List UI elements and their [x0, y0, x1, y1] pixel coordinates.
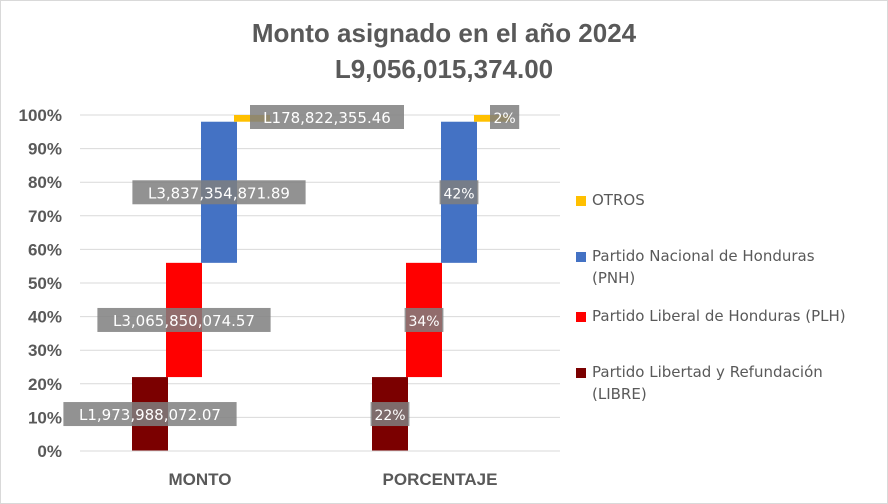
data-label: 42% [443, 186, 474, 202]
y-tick-label: 10% [28, 408, 62, 427]
y-tick-label: 50% [28, 274, 62, 293]
chart-title: Monto asignado en el año 2024 [251, 18, 637, 48]
x-tick-label: MONTO [169, 470, 232, 489]
y-tick-label: 0% [37, 442, 62, 461]
data-label-box [370, 402, 410, 427]
data-label: 22% [374, 408, 405, 424]
data-label: L1,973,988,072.07 [79, 406, 221, 424]
y-tick-label: 80% [28, 173, 62, 192]
data-label-box [132, 180, 306, 205]
x-tick-label: PORCENTAJE [383, 470, 498, 489]
data-label-box [404, 307, 444, 332]
legend-label-pnh-line2: (PNH) [592, 269, 636, 287]
y-tick-label: 20% [28, 375, 62, 394]
y-tick-label: 30% [28, 341, 62, 360]
chart-subtitle: L9,056,015,374.00 [334, 54, 554, 84]
data-label-box [63, 402, 237, 427]
legend-swatch-otros [576, 196, 586, 206]
legend-item-plh: Partido Liberal de Honduras (PLH) [576, 305, 846, 327]
data-label: L3,065,850,074.57 [113, 312, 255, 330]
y-tick-label: 100% [19, 106, 62, 125]
legend-swatch-libre [576, 368, 586, 378]
data-label-box [97, 307, 271, 332]
legend-label-libre-line1: Partido Libertad y Refundación [592, 363, 823, 381]
y-tick-label: 70% [28, 207, 62, 226]
data-label: L3,837,354,871.89 [148, 184, 290, 202]
y-tick-label: 40% [28, 308, 62, 327]
data-label-box [490, 105, 520, 129]
y-tick-label: 90% [28, 140, 62, 159]
data-label: L178,822,355.46 [263, 109, 391, 127]
legend-item-otros: OTROS [576, 189, 645, 211]
legend-swatch-pnh [576, 252, 586, 262]
data-label-box [250, 105, 404, 129]
legend-item-pnh: Partido Nacional de Honduras (PNH) [576, 245, 815, 289]
legend-swatch-plh [576, 312, 586, 322]
legend-label-otros: OTROS [592, 191, 645, 209]
data-label: 34% [408, 314, 439, 330]
data-label: 2% [493, 111, 515, 127]
y-tick-label: 60% [28, 240, 62, 259]
legend-label-plh: Partido Liberal de Honduras (PLH) [592, 307, 846, 325]
legend-label-pnh-line1: Partido Nacional de Honduras [592, 247, 815, 265]
legend-label-libre-line2: (LIBRE) [592, 385, 647, 403]
legend-item-libre: Partido Libertad y Refundación (LIBRE) [576, 361, 823, 405]
data-label-box [439, 180, 479, 205]
